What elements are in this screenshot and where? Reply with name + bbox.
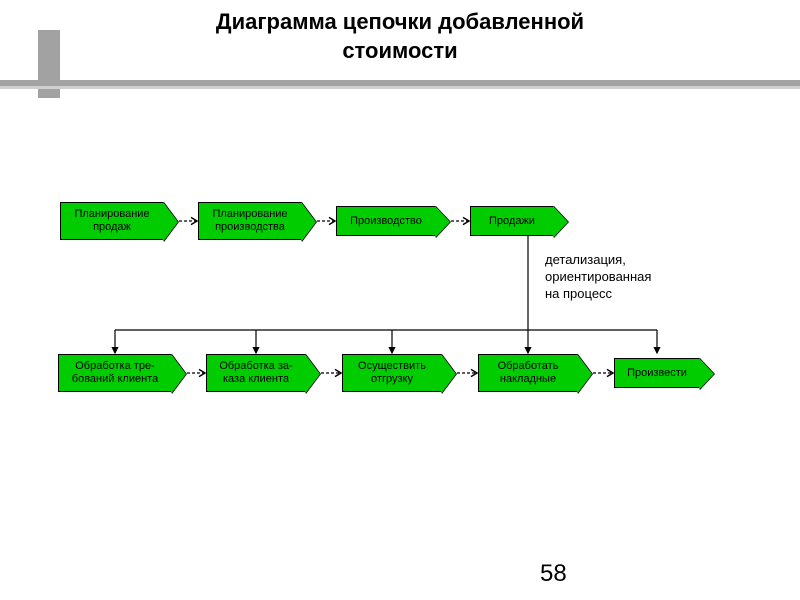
node-req: Обработка тре- бований клиента [58,354,172,392]
detail-annotation: детализация, ориентированная на процесс [545,252,651,303]
node-ship: Осуществить отгрузку [342,354,442,392]
value-chain-diagram: Планирование продаж Планирование производ… [0,0,800,600]
node-production: Производство [336,206,436,236]
node-sales: Продажи [470,206,554,236]
node-plan_sales: Планирование продаж [60,202,164,240]
node-plan_prod: Планирование производства [198,202,302,240]
node-produce: Произвести [614,358,700,388]
page-number: 58 [540,560,567,588]
node-invoice: Обработать накладные [478,354,578,392]
node-order: Обработка за- каза клиента [206,354,306,392]
connectors-layer [0,0,800,600]
